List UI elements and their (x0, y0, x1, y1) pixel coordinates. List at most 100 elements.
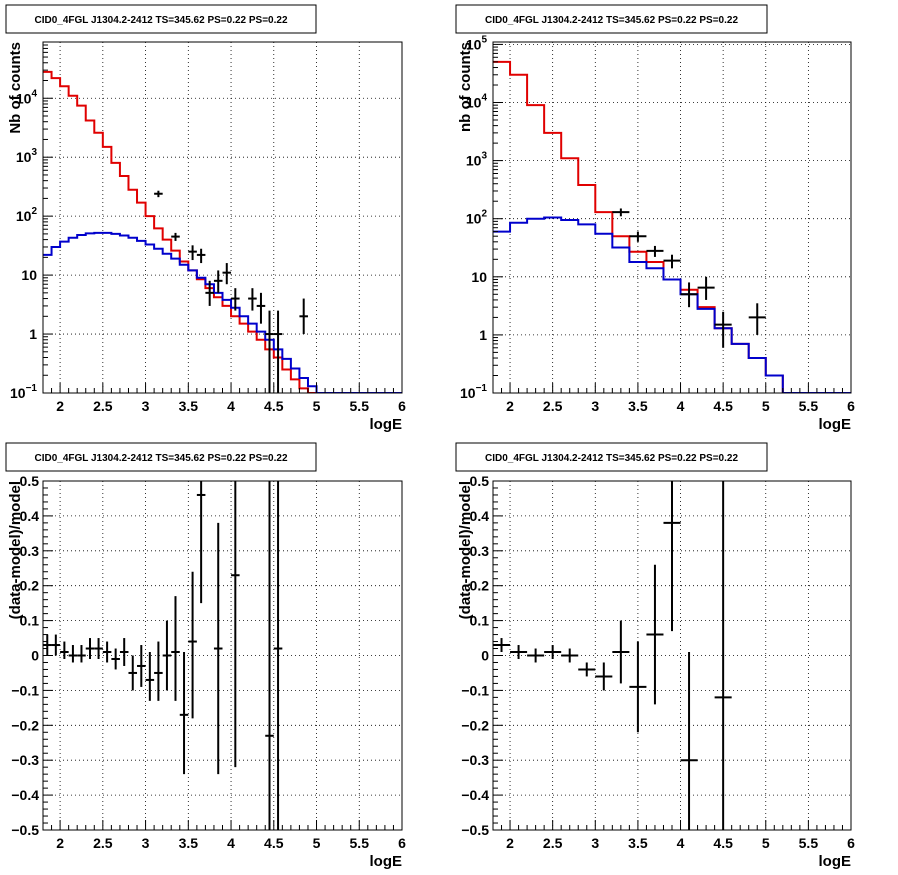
x-tick-label: 2 (56, 398, 64, 414)
x-tick-label: 5 (762, 398, 770, 414)
y-tick-label: 102 (16, 206, 38, 224)
x-axis-label: logE (370, 416, 403, 433)
x-tick-label: 5.5 (350, 398, 370, 414)
y-tick-label: 0.3 (20, 543, 40, 559)
y-tick-label: −0.1 (11, 682, 39, 698)
x-tick-label: 2.5 (93, 398, 113, 414)
x-tick-label: 4.5 (264, 835, 284, 851)
y-tick-label: −0.4 (461, 787, 489, 803)
x-tick-label: 2 (506, 835, 514, 851)
total-model-histogram (43, 70, 402, 393)
x-tick-label: 3 (142, 835, 150, 851)
y-tick-label: −0.5 (461, 822, 489, 838)
data-points (612, 208, 766, 348)
chart-title-box (5, 4, 317, 34)
y-tick-label: 10 (471, 269, 487, 285)
x-tick-label: 4 (227, 835, 235, 851)
x-tick-label: 2.5 (543, 398, 563, 414)
x-tick-label: 5.5 (350, 835, 370, 851)
chart-title: CID0_4FGL J1304.2-2412 TS=345.62 PS=0.22… (34, 453, 287, 464)
x-tick-label: 2 (56, 835, 64, 851)
y-tick-label: −0.2 (11, 717, 39, 733)
residuals-panel-right: CID0_4FGL J1304.2-2412 TS=345.62 PS=0.22… (455, 442, 855, 870)
x-tick-label: 3 (142, 398, 150, 414)
residuals-panel-left: CID0_4FGL J1304.2-2412 TS=345.62 PS=0.22… (5, 442, 406, 870)
x-tick-label: 4.5 (264, 398, 284, 414)
x-tick-label: 3.5 (628, 835, 648, 851)
plot-area (493, 60, 851, 393)
y-tick-label: −0.1 (461, 682, 489, 698)
y-axis-label: Nb of counts (7, 42, 24, 134)
chart-title-box (455, 442, 768, 472)
x-tick-label: 3 (591, 398, 599, 414)
y-tick-label: 0.4 (20, 508, 40, 524)
x-tick-label: 4 (677, 835, 685, 851)
x-axis-label: logE (370, 853, 403, 870)
background-model-histogram (493, 216, 851, 393)
x-tick-label: 2.5 (543, 835, 563, 851)
x-tick-label: 6 (398, 835, 406, 851)
chart-title: CID0_4FGL J1304.2-2412 TS=345.62 PS=0.22… (34, 15, 287, 26)
y-tick-label: 1 (479, 327, 487, 343)
chart-title-box (455, 4, 768, 34)
y-tick-label: −0.4 (11, 787, 39, 803)
total-model-histogram (493, 60, 851, 393)
x-tick-label: 4 (677, 398, 685, 414)
y-tick-label: 0.1 (20, 613, 40, 629)
x-tick-label: 6 (398, 398, 406, 414)
y-tick-label: −0.5 (11, 822, 39, 838)
x-tick-label: 5 (313, 835, 321, 851)
plot-area (493, 481, 732, 830)
tick-marks (492, 43, 852, 394)
y-tick-label: 0.3 (470, 543, 490, 559)
y-tick-label: 0.1 (470, 613, 490, 629)
tick-marks (42, 41, 403, 394)
y-tick-label: 0.2 (470, 578, 490, 594)
tick-marks (492, 480, 852, 831)
x-axis-label: logE (819, 416, 852, 433)
y-tick-label: 103 (466, 151, 488, 169)
x-tick-label: 3.5 (179, 835, 199, 851)
x-tick-label: 4 (227, 398, 235, 414)
y-tick-label: 104 (16, 88, 38, 106)
y-axis-label: (data-model)/model (457, 481, 474, 619)
plot-area (43, 70, 402, 393)
y-tick-label: 0 (481, 648, 489, 664)
chart-title: CID0_4FGL J1304.2-2412 TS=345.62 PS=0.22… (485, 453, 738, 464)
x-tick-label: 5 (313, 398, 321, 414)
y-tick-label: 0.5 (470, 473, 490, 489)
tick-marks (42, 480, 403, 831)
x-tick-label: 6 (847, 835, 855, 851)
y-tick-label: 0 (31, 648, 39, 664)
counts-panel-right: CID0_4FGL J1304.2-2412 TS=345.62 PS=0.22… (455, 4, 855, 433)
x-tick-label: 5 (762, 835, 770, 851)
plot-area (43, 481, 283, 830)
x-tick-label: 2.5 (93, 835, 113, 851)
chart-title-box (5, 442, 317, 472)
y-tick-label: 0.5 (20, 473, 40, 489)
chart-title: CID0_4FGL J1304.2-2412 TS=345.62 PS=0.22… (485, 15, 738, 26)
y-tick-label: −0.3 (461, 752, 489, 768)
x-tick-label: 5.5 (799, 398, 819, 414)
x-tick-label: 5.5 (799, 835, 819, 851)
y-tick-label: 10−1 (10, 383, 37, 401)
counts-panel-left: CID0_4FGL J1304.2-2412 TS=345.62 PS=0.22… (5, 4, 406, 433)
plot-frame (42, 480, 403, 831)
y-tick-label: 10−1 (460, 383, 487, 401)
y-tick-label: 104 (466, 93, 488, 111)
y-tick-label: 103 (16, 147, 38, 165)
y-axis-label: (data-model)/model (7, 481, 24, 619)
x-tick-label: 3 (591, 835, 599, 851)
x-tick-label: 2 (506, 398, 514, 414)
y-tick-label: 0.2 (20, 578, 40, 594)
grid-lines (43, 481, 402, 830)
y-tick-label: −0.2 (461, 717, 489, 733)
x-tick-label: 4.5 (713, 398, 733, 414)
background-model-histogram (43, 231, 402, 393)
y-tick-label: 10 (21, 267, 37, 283)
y-tick-label: −0.3 (11, 752, 39, 768)
x-tick-label: 3.5 (179, 398, 199, 414)
data-points (154, 190, 308, 393)
plot-frame (42, 41, 403, 394)
